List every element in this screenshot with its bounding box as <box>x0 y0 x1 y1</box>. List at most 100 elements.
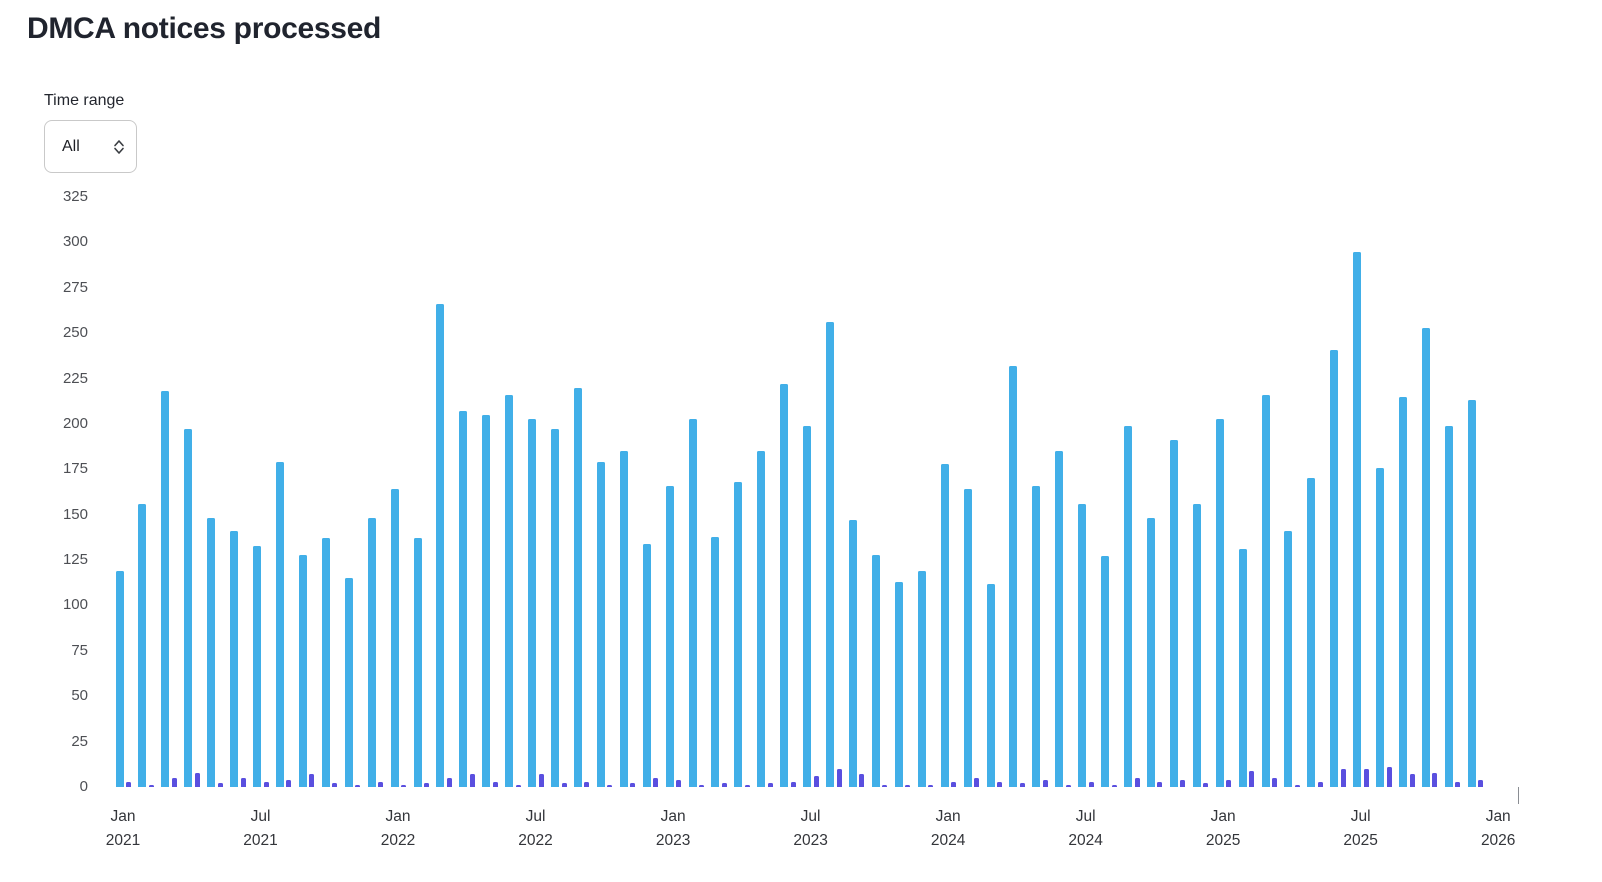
bar-secondary <box>1317 781 1323 787</box>
bar-secondary <box>744 785 750 787</box>
bar-primary <box>734 482 743 787</box>
x-tick-label: Jan 2025 <box>1205 808 1241 849</box>
bar-secondary <box>194 772 200 787</box>
bar-primary <box>390 489 399 787</box>
y-tick-label: 75 <box>71 641 88 659</box>
bar-secondary <box>126 781 131 787</box>
bar-secondary <box>1111 785 1117 787</box>
x-tick-label: Jan 2026 <box>1480 808 1516 849</box>
bar-secondary <box>721 783 727 787</box>
y-tick-label: 275 <box>62 278 88 296</box>
bar-primary <box>528 418 537 787</box>
bar-secondary <box>332 783 338 787</box>
bar-primary <box>1261 394 1270 787</box>
bar-primary <box>871 554 880 787</box>
bar-secondary <box>630 783 636 787</box>
bar-secondary <box>905 785 911 787</box>
bar-primary <box>505 394 514 787</box>
bar-primary <box>207 518 216 787</box>
bar-primary <box>184 429 193 787</box>
bar-primary <box>665 485 674 787</box>
y-tick-label: 325 <box>62 188 88 205</box>
bar-primary <box>436 304 445 787</box>
bar-primary <box>1238 549 1247 787</box>
x-tick-label: Jan 2022 <box>380 808 416 849</box>
time-range-select[interactable]: All <box>44 120 137 173</box>
bar-secondary <box>1203 783 1209 787</box>
x-tick-label: Jan 2023 <box>655 808 691 849</box>
bar-primary <box>1124 425 1132 787</box>
bar-primary <box>413 538 422 787</box>
bar-secondary <box>676 779 682 787</box>
x-axis-end-tick <box>1518 787 1519 804</box>
bar-secondary <box>561 783 567 787</box>
bar-primary <box>619 451 628 787</box>
bar-secondary <box>1455 781 1461 787</box>
y-tick-label: 0 <box>79 778 88 795</box>
bar-secondary <box>836 768 842 787</box>
bar-primary <box>1055 451 1064 787</box>
bar-primary <box>115 571 124 787</box>
bar-secondary <box>492 781 498 787</box>
bar-secondary <box>1249 770 1255 787</box>
bar-secondary <box>974 777 979 787</box>
bar-secondary <box>240 777 246 787</box>
bar-secondary <box>1272 777 1277 787</box>
bar-primary <box>780 384 789 787</box>
bar-primary <box>551 429 559 787</box>
bar-secondary <box>951 781 957 787</box>
bar-primary <box>757 451 766 787</box>
bar-primary <box>1101 556 1110 787</box>
y-tick-label: 300 <box>62 233 88 251</box>
bar-secondary <box>997 781 1002 787</box>
bar-primary <box>1421 327 1430 787</box>
bar-primary <box>1353 251 1362 787</box>
bar-primary <box>1444 425 1453 787</box>
bar-secondary <box>790 781 796 787</box>
bar-primary <box>1330 349 1339 787</box>
bar-primary <box>986 583 995 787</box>
y-tick-label: 200 <box>62 414 88 432</box>
bar-secondary <box>515 785 521 787</box>
bar-secondary <box>653 777 659 787</box>
bar-primary <box>1146 518 1155 787</box>
bar-secondary <box>1432 772 1438 787</box>
bar-primary <box>894 581 903 787</box>
bar-primary <box>367 518 376 787</box>
bar-secondary <box>469 774 475 787</box>
bar-secondary <box>401 785 406 787</box>
bar-primary <box>1307 478 1316 787</box>
bar-primary <box>917 571 926 787</box>
bar-primary <box>963 489 972 787</box>
bar-secondary <box>607 785 613 787</box>
x-tick-label: Jul 2023 <box>793 808 828 849</box>
bar-primary <box>253 545 261 787</box>
bar-secondary <box>1088 781 1094 787</box>
y-tick-label: 25 <box>71 732 88 750</box>
bar-secondary <box>309 774 315 787</box>
bar-primary <box>1078 503 1087 787</box>
bar-primary <box>161 391 170 787</box>
bar-primary <box>1192 503 1201 787</box>
bar-secondary <box>171 777 177 787</box>
bar-primary <box>642 543 651 787</box>
bar-secondary <box>699 785 704 787</box>
x-tick-label: Jan 2021 <box>105 808 141 849</box>
bar-secondary <box>1386 767 1392 787</box>
y-tick-label: 125 <box>62 551 88 569</box>
bar-secondary <box>1363 768 1369 787</box>
bar-primary <box>1284 531 1293 787</box>
bar-secondary <box>584 781 590 787</box>
bar-secondary <box>1065 785 1071 787</box>
bar-primary <box>803 425 812 787</box>
time-range-label: Time range <box>44 92 125 109</box>
x-tick-label: Jul 2024 <box>1068 808 1103 849</box>
bar-secondary <box>217 783 223 787</box>
y-tick-label: 100 <box>62 596 88 614</box>
bar-primary <box>230 531 239 787</box>
bar-secondary <box>1042 779 1048 787</box>
bar-primary <box>321 538 330 787</box>
bar-primary <box>138 503 147 787</box>
bar-primary <box>1467 400 1476 787</box>
